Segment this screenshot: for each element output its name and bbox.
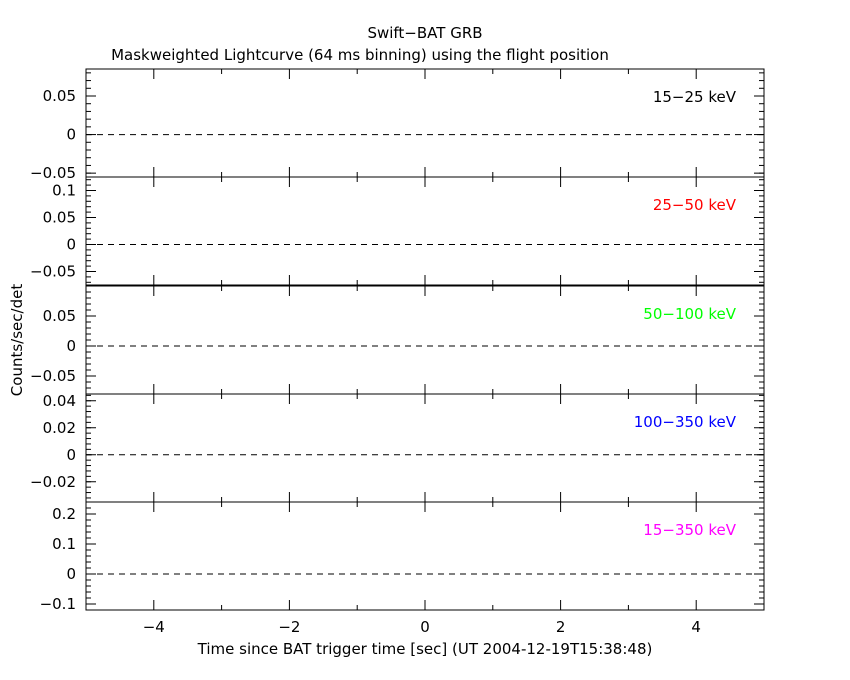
x-axis-label: Time since BAT trigger time [sec] (UT 20… xyxy=(197,640,653,658)
panel-2: −0.05 0 0.05 0.1 25−50 keV xyxy=(30,176,765,286)
panel-frame xyxy=(85,176,765,286)
y-tick-label: 0 xyxy=(66,337,76,355)
x-tick-label: −4 xyxy=(143,618,165,636)
x-tick-label: −2 xyxy=(278,618,300,636)
panel-4: −0.02 0 0.02 0.04 100−350 keV xyxy=(30,392,765,503)
y-tick-label: 0.1 xyxy=(52,535,76,553)
y-tick-label: 0.04 xyxy=(43,392,76,410)
y-tick-label: 0.2 xyxy=(52,505,76,523)
y-tick-label: −0.05 xyxy=(30,164,76,182)
y-tick-label: −0.05 xyxy=(30,263,76,281)
y-tick-label: 0.05 xyxy=(43,209,76,227)
y-tick-label: −0.1 xyxy=(40,595,76,613)
y-axis-label: Counts/sec/det xyxy=(8,284,26,397)
band-label: 15−350 keV xyxy=(643,521,736,539)
y-tick-label: −0.05 xyxy=(30,367,76,385)
x-tick-label: 0 xyxy=(420,618,430,636)
band-label: 100−350 keV xyxy=(634,413,737,431)
y-tick-label: 0.1 xyxy=(52,182,76,200)
y-tick-label: 0 xyxy=(66,126,76,144)
y-tick-label: −0.02 xyxy=(30,473,76,491)
y-tick-label: 0.05 xyxy=(43,87,76,105)
chart-subtitle: Maskweighted Lightcurve (64 ms binning) … xyxy=(111,46,609,64)
panels-group: −0.05 0 0.05 15−25 keV −0.05 0 0.05 0.1 25−50 ke… xyxy=(30,68,765,636)
band-label: 25−50 keV xyxy=(653,196,737,214)
panel-1: −0.05 0 0.05 15−25 keV xyxy=(30,68,765,182)
y-tick-label: 0.02 xyxy=(43,419,76,437)
chart-title: Swift−BAT GRB xyxy=(367,24,482,42)
y-tick-label: 0 xyxy=(66,236,76,254)
x-tick-label: 4 xyxy=(691,618,701,636)
band-label: 15−25 keV xyxy=(653,88,737,106)
x-tick-label: 2 xyxy=(556,618,566,636)
panel-frame xyxy=(85,501,765,611)
panel-5: −0.1 0 0.1 0.2 15−350 keV xyxy=(40,501,765,613)
y-tick-label: 0 xyxy=(66,446,76,464)
y-tick-label: 0.05 xyxy=(43,307,76,325)
panel-frame xyxy=(85,393,765,503)
panel-frame xyxy=(85,68,765,178)
panel-3: −0.05 0 0.05 50−100 keV xyxy=(30,285,765,395)
panel-frame xyxy=(85,285,765,395)
y-tick-label: 0 xyxy=(66,565,76,583)
band-label: 50−100 keV xyxy=(643,305,736,323)
